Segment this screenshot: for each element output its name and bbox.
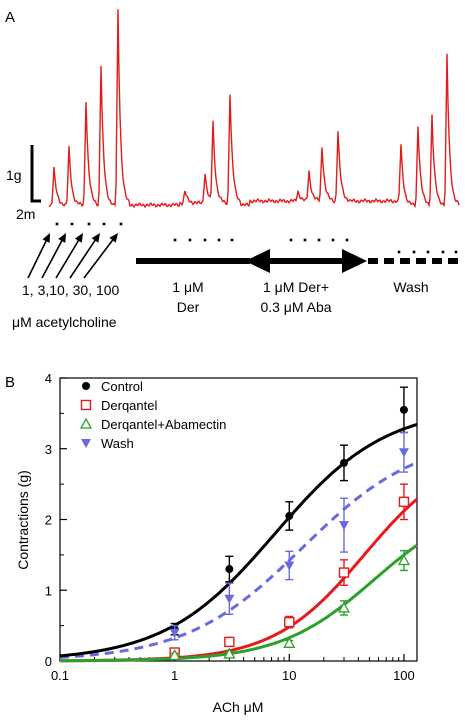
panel-b-label: B — [5, 374, 15, 391]
data-point-derqantel — [338, 567, 350, 578]
application-dot — [217, 238, 221, 242]
application-dot — [119, 222, 123, 226]
legend: Control Derqantel Derqantel+Abamectin Wash — [79, 379, 226, 451]
application-dot — [303, 238, 307, 242]
fit-curve-control — [59, 423, 418, 658]
legend-item-control: Control — [82, 379, 143, 394]
ach-arrow — [41, 233, 66, 279]
x-tick-label: 100 — [393, 668, 415, 683]
y-tick-label: 0 — [45, 654, 52, 669]
data-point-derqantel-abamectin — [168, 649, 181, 660]
application-dot — [412, 250, 416, 254]
data-point-wash — [284, 561, 295, 571]
x-axis-label: ACh μM — [213, 699, 264, 715]
legend-label: Derqantel — [101, 398, 157, 413]
application-dot — [230, 238, 234, 242]
wash-label: Wash — [393, 279, 428, 295]
y-axis-label: Contractions (g) — [15, 470, 31, 570]
data-point-wash — [338, 521, 349, 531]
der-label-line1: 1 μM — [172, 279, 203, 295]
ach-arrow — [83, 233, 118, 279]
data-point-derqantel-abamectin — [397, 554, 411, 566]
contraction-trace — [48, 9, 460, 209]
legend-marker-control — [82, 382, 90, 390]
application-dots — [55, 222, 458, 254]
der-aba-label-line1: 1 μM Der+ — [263, 279, 329, 295]
application-dot — [203, 238, 207, 242]
x-tick-label: 1 — [171, 668, 178, 683]
scale-bar-y-label: 1g — [6, 167, 22, 183]
legend-item-derqantel-abamectin: Derqantel+Abamectin — [79, 417, 226, 432]
data-point-control — [225, 565, 234, 574]
ach-unit-label: μM acetylcholine — [12, 314, 117, 330]
application-dot — [397, 250, 401, 254]
trace-line — [48, 9, 460, 209]
data-point-derqantel — [398, 496, 410, 508]
application-dot — [345, 238, 349, 242]
fit-curve-derqantel-abamectin — [60, 543, 418, 663]
der-aba-arrow-right — [342, 249, 367, 273]
data-point-derqantel-abamectin — [223, 647, 236, 659]
ach-arrows — [27, 233, 118, 279]
application-dot — [426, 250, 430, 254]
application-dot — [87, 222, 91, 226]
fit-curve-derqantel — [60, 497, 418, 663]
y-tick-label: 1 — [45, 583, 52, 598]
application-dot — [55, 222, 59, 226]
data-point-control — [285, 511, 294, 520]
data-point-control — [339, 458, 348, 467]
panel-a-label: A — [5, 9, 15, 26]
application-dot — [317, 238, 321, 242]
data-point-control — [399, 405, 408, 414]
fit-curve-wash — [59, 461, 418, 659]
application-dot — [454, 250, 458, 254]
series-derqantel-abamectin — [168, 549, 411, 660]
der-label-line2: Der — [177, 299, 200, 315]
data-point-wash — [224, 594, 235, 604]
data-point-derqantel — [224, 636, 235, 648]
y-tick-label: 2 — [45, 513, 52, 528]
panel-a: A 1g 2m 1, 3,10, 30, 100 μM acetylcholin… — [5, 9, 460, 330]
ach-dose-label: 1, 3,10, 30, 100 — [22, 282, 120, 298]
axis-ticks: 0.1 1 10 100 0 1 2 3 4 — [45, 371, 415, 683]
scale-bar — [30, 145, 41, 203]
data-point-derqantel — [284, 616, 295, 628]
ach-arrow — [69, 233, 100, 279]
legend-label: Derqantel+Abamectin — [101, 417, 226, 432]
panel-b: B 0.1 1 10 100 0 1 2 3 4 ACh μM Contractions (g)… — [5, 371, 418, 715]
x-tick-label: 0.1 — [51, 668, 69, 683]
der-aba-arrow-left — [245, 249, 270, 273]
data-point-derqantel-abamectin — [283, 636, 296, 648]
data-points — [168, 386, 411, 660]
ach-arrow — [55, 233, 83, 279]
application-dot — [188, 238, 192, 242]
application-dot — [441, 250, 445, 254]
legend-label: Control — [101, 379, 143, 394]
application-dot — [102, 222, 106, 226]
legend-marker-wash — [81, 439, 91, 448]
data-point-wash — [398, 448, 409, 458]
application-dot — [331, 238, 335, 242]
scale-bar-x-label: 2m — [16, 206, 35, 222]
series-wash — [169, 431, 409, 641]
legend-marker-derqantel-abamectin — [79, 417, 93, 429]
ach-arrow — [27, 233, 50, 279]
application-dot — [173, 238, 177, 242]
application-dot — [289, 238, 293, 242]
legend-item-wash: Wash — [81, 436, 134, 451]
application-dot — [70, 222, 74, 226]
y-tick-label: 3 — [45, 442, 52, 457]
data-point-derqantel-abamectin — [337, 601, 351, 613]
data-point-wash — [169, 628, 180, 638]
legend-item-derqantel: Derqantel — [80, 398, 157, 413]
der-aba-label-line2: 0.3 μM Aba — [260, 299, 331, 315]
legend-marker-derqantel — [80, 399, 92, 411]
y-tick-label: 4 — [45, 371, 52, 386]
fit-curves — [59, 423, 418, 663]
x-tick-label: 10 — [282, 668, 296, 683]
legend-label: Wash — [101, 436, 134, 451]
